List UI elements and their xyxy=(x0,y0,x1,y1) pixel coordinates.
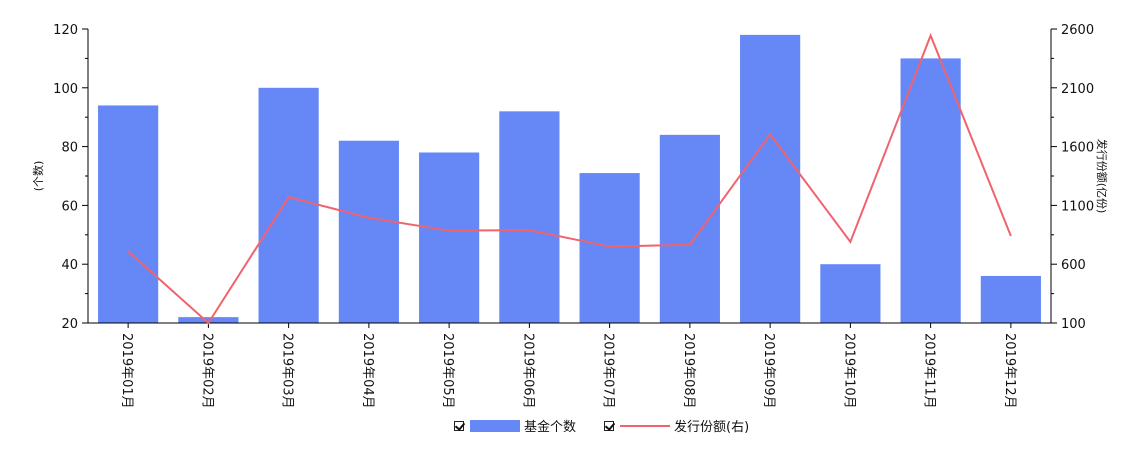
x-tick-label: 2019年09月 xyxy=(761,333,776,409)
y-axis-title-left: (个数) xyxy=(32,161,45,192)
legend-label-issuance: 发行份额(右) xyxy=(674,420,750,435)
bar xyxy=(258,87,319,323)
x-tick-label: 2019年08月 xyxy=(681,333,696,409)
legend-swatch-fund-count xyxy=(470,419,520,432)
bar xyxy=(820,264,881,323)
y-tick-label-left: 20 xyxy=(61,317,78,332)
bar xyxy=(900,58,961,324)
series-line-issuance xyxy=(127,32,1012,325)
y-tick-label-right: 2100 xyxy=(1061,82,1094,97)
bar xyxy=(659,134,720,323)
y-tick-label-left: 120 xyxy=(53,23,78,38)
y-tick-label-right: 2600 xyxy=(1061,23,1094,38)
y-tick-label-right: 1100 xyxy=(1061,199,1094,214)
x-tick-label: 2019年04月 xyxy=(360,333,375,409)
bar xyxy=(499,111,560,323)
x-tick-label: 2019年03月 xyxy=(280,333,295,409)
y-axis-title-right: 发行份额(亿份) xyxy=(1095,139,1109,214)
bar xyxy=(338,140,399,323)
bar xyxy=(178,317,239,323)
y-tick-label-right: 600 xyxy=(1061,258,1086,273)
legend-checkbox-issuance[interactable] xyxy=(604,420,615,431)
y-tick-label-left: 60 xyxy=(61,199,78,214)
x-tick-label: 2019年05月 xyxy=(440,333,455,409)
bar xyxy=(98,105,159,323)
legend-checkbox-fund-count[interactable] xyxy=(454,420,464,431)
legend-item-fund-count[interactable]: 基金个数 xyxy=(454,416,576,435)
x-tick-label: 2019年02月 xyxy=(199,333,214,409)
legend-label-fund-count: 基金个数 xyxy=(524,420,577,435)
x-tick-label: 2019年12月 xyxy=(1002,333,1017,409)
y-tick-label-left: 80 xyxy=(61,141,78,156)
bar xyxy=(579,173,640,323)
legend-item-issuance[interactable]: 发行份额(右) xyxy=(604,416,749,435)
x-tick-label: 2019年11月 xyxy=(922,333,937,409)
bar xyxy=(740,34,801,323)
bar xyxy=(419,152,480,323)
x-tick-label: 2019年01月 xyxy=(119,333,134,409)
legend-swatch-issuance xyxy=(620,424,671,427)
y-tick-label-right: 1600 xyxy=(1061,141,1094,156)
x-tick-label: 2019年10月 xyxy=(841,333,856,409)
y-tick-label-right: 100 xyxy=(1061,317,1086,332)
y-tick-label-left: 40 xyxy=(61,258,78,273)
x-tick-label: 2019年07月 xyxy=(601,333,616,409)
y-tick-label-left: 100 xyxy=(53,82,78,97)
legend: 基金个数 发行份额(右) xyxy=(454,416,777,435)
x-tick-label: 2019年06月 xyxy=(520,333,535,409)
bar xyxy=(980,275,1041,323)
